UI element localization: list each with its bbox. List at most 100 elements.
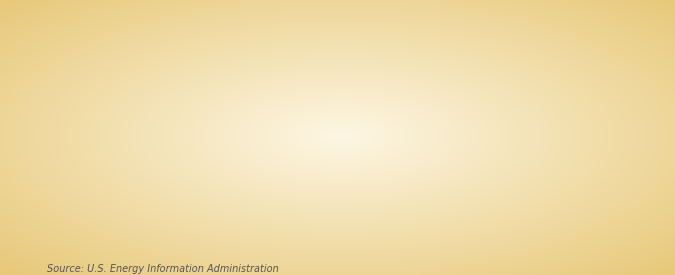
Point <box>661 168 672 172</box>
Point <box>308 187 319 191</box>
Point <box>178 107 188 111</box>
Point <box>145 184 156 188</box>
Point <box>116 181 127 185</box>
Point <box>125 87 136 92</box>
Point <box>444 171 455 175</box>
Point <box>215 181 225 185</box>
Point <box>433 184 444 188</box>
Point <box>608 177 618 182</box>
Point <box>464 168 475 172</box>
Point <box>466 164 477 169</box>
Point <box>196 158 207 163</box>
Point <box>264 177 275 182</box>
Point <box>352 129 362 134</box>
Point <box>585 174 596 178</box>
Point <box>304 164 315 169</box>
Point <box>256 155 267 159</box>
Point <box>323 107 334 111</box>
Point <box>96 174 107 178</box>
Point <box>456 181 467 185</box>
Point <box>462 177 473 182</box>
Point <box>290 177 301 182</box>
Point <box>192 181 203 185</box>
Point <box>516 126 526 130</box>
Point <box>237 184 248 188</box>
Point <box>628 181 639 185</box>
Point <box>219 174 230 178</box>
Point <box>284 184 295 188</box>
Point <box>624 174 634 178</box>
Title: Monthly Natural Gas Delivered to Consumers in Missouri (Including Vehicle Fuel): Monthly Natural Gas Delivered to Consume… <box>84 15 651 28</box>
Point <box>207 161 217 166</box>
Point <box>622 164 632 169</box>
Point <box>292 174 303 178</box>
Point <box>643 75 653 79</box>
Point <box>437 177 448 182</box>
Point <box>409 181 420 185</box>
Point <box>225 100 236 105</box>
Point <box>458 181 469 185</box>
Point <box>470 75 481 79</box>
Point <box>92 184 103 188</box>
Point <box>272 116 283 121</box>
Point <box>129 87 140 92</box>
Point <box>530 181 541 185</box>
Point <box>493 168 504 172</box>
Point <box>544 94 555 98</box>
Point <box>381 177 392 182</box>
Point <box>211 181 221 185</box>
Point <box>383 177 394 182</box>
Point <box>614 161 624 166</box>
Point <box>84 152 95 156</box>
Point <box>372 62 383 66</box>
Point <box>258 181 269 185</box>
Point <box>616 123 626 127</box>
Point <box>491 171 502 175</box>
Point <box>468 104 479 108</box>
Point <box>395 133 406 137</box>
Point <box>550 177 561 182</box>
Point <box>512 181 522 185</box>
Point <box>501 168 512 172</box>
Point <box>452 168 463 172</box>
Point <box>114 187 125 191</box>
Point <box>460 171 471 175</box>
Point <box>362 174 373 178</box>
Point <box>612 171 622 175</box>
Point <box>374 91 385 95</box>
Point <box>649 171 659 175</box>
Point <box>298 65 309 70</box>
Point <box>153 126 164 130</box>
Point <box>321 133 332 137</box>
Point <box>198 126 209 130</box>
Point <box>348 84 358 89</box>
Point <box>552 184 563 188</box>
Point <box>579 184 590 188</box>
Point <box>446 65 457 70</box>
Point <box>472 72 483 76</box>
Point <box>546 104 557 108</box>
Point <box>278 116 289 121</box>
Point <box>518 100 529 105</box>
Point <box>454 177 465 182</box>
Point <box>229 126 240 130</box>
Point <box>429 177 440 182</box>
Point <box>495 113 506 118</box>
Point <box>173 91 184 95</box>
Point <box>575 174 586 178</box>
Point <box>397 94 408 98</box>
Point <box>167 181 178 185</box>
Point <box>205 152 215 156</box>
Point <box>315 177 326 182</box>
Point <box>266 181 277 185</box>
Point <box>288 174 299 178</box>
Point <box>282 181 293 185</box>
Point <box>182 177 192 182</box>
Point <box>647 164 657 169</box>
Point <box>227 116 238 121</box>
Point <box>286 184 297 188</box>
Point <box>653 177 664 182</box>
Point <box>133 177 144 182</box>
Point <box>317 181 328 185</box>
Point <box>108 177 119 182</box>
